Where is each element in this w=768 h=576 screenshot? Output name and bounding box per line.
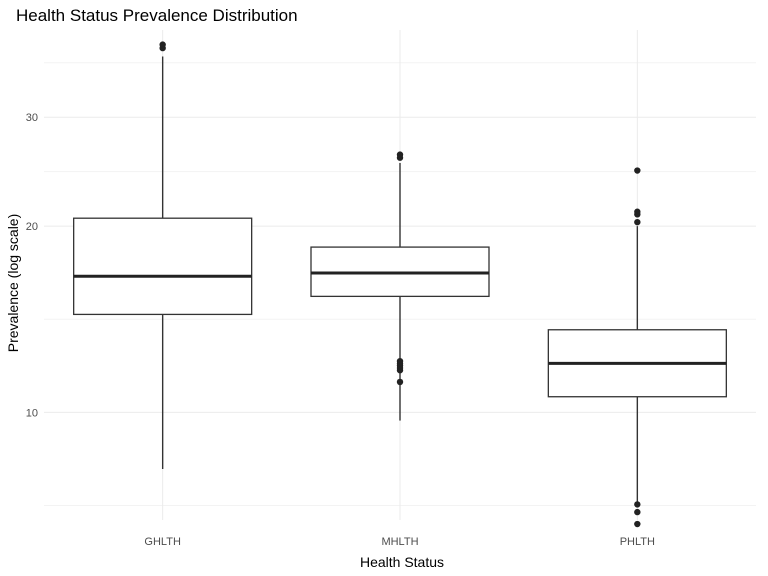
outlier-phlth-3 <box>634 218 641 226</box>
y-tick-label-10: 10 <box>26 407 38 419</box>
x-axis-ticks: GHLTH MHLTH PHLTH <box>144 536 655 548</box>
outlier-mhlth-0 <box>396 378 404 386</box>
outlier-phlth-6 <box>634 167 641 174</box>
box-mhlth <box>310 151 490 421</box>
x-tick-label-phlth: PHLTH <box>620 536 655 548</box>
outlier-ghlth-1 <box>159 41 166 48</box>
y-tick-label-20: 20 <box>26 221 38 233</box>
y-axis-ticks: 10 20 30 <box>26 112 38 419</box>
box-plots <box>73 41 727 528</box>
chart-title: Health Status Prevalence Distribution <box>16 6 298 25</box>
x-tick-label-ghlth: GHLTH <box>144 536 181 548</box>
x-axis-title: Health Status <box>360 554 444 570</box>
outlier-phlth-2 <box>634 501 641 508</box>
y-axis-title: Prevalence (log scale) <box>5 214 21 353</box>
box-ghlth <box>73 41 253 470</box>
x-tick-label-mhlth: MHLTH <box>381 536 418 548</box>
outlier-mhlth-7 <box>396 151 404 158</box>
box-phlth <box>547 167 727 528</box>
outlier-phlth-0 <box>634 520 641 528</box>
outlier-phlth-5 <box>634 208 641 215</box>
outlier-mhlth-5 <box>396 357 404 365</box>
y-tick-label-30: 30 <box>26 112 38 124</box>
box-iqr-ghlth <box>73 217 253 316</box>
outlier-phlth-1 <box>634 508 641 516</box>
